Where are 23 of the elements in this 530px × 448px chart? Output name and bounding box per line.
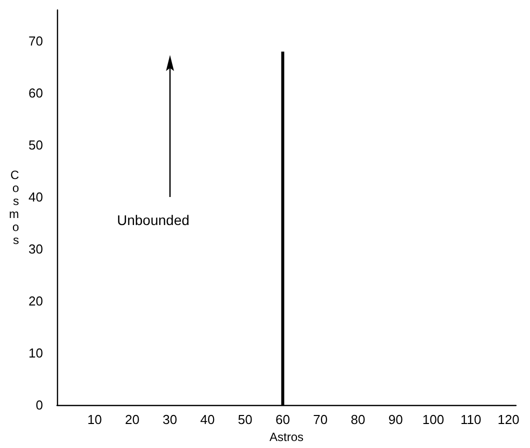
y-tick-label: 0: [36, 398, 43, 413]
x-tick-label: 90: [388, 412, 403, 428]
x-tick-label: 50: [238, 412, 252, 428]
x-tick-label: 80: [350, 412, 366, 428]
x-tick-label: 110: [460, 412, 482, 428]
y-tick-label: 60: [28, 86, 43, 101]
y-tick-label: 40: [28, 190, 43, 205]
x-tick-label: 60: [276, 412, 290, 428]
y-tick-label: 50: [28, 138, 43, 153]
x-tick-label: 40: [200, 412, 215, 428]
y-tick-label: 70: [28, 34, 43, 49]
x-tick-label: 20: [125, 412, 140, 428]
x-tick-label: 120: [498, 412, 520, 428]
x-tick-label: 30: [162, 412, 178, 428]
x-tick-label: 10: [87, 412, 102, 428]
x-tick-label: 70: [313, 412, 328, 428]
annotation: Unbounded: [117, 212, 190, 228]
y-tick-label: 20: [28, 294, 43, 309]
y-tick-label: 10: [28, 346, 43, 361]
y-axis-title: Cosmos: [9, 168, 20, 248]
y-tick-label: 30: [28, 242, 43, 257]
x-axis-title: Astros: [269, 430, 304, 444]
x-tick-label: 100: [422, 412, 444, 428]
